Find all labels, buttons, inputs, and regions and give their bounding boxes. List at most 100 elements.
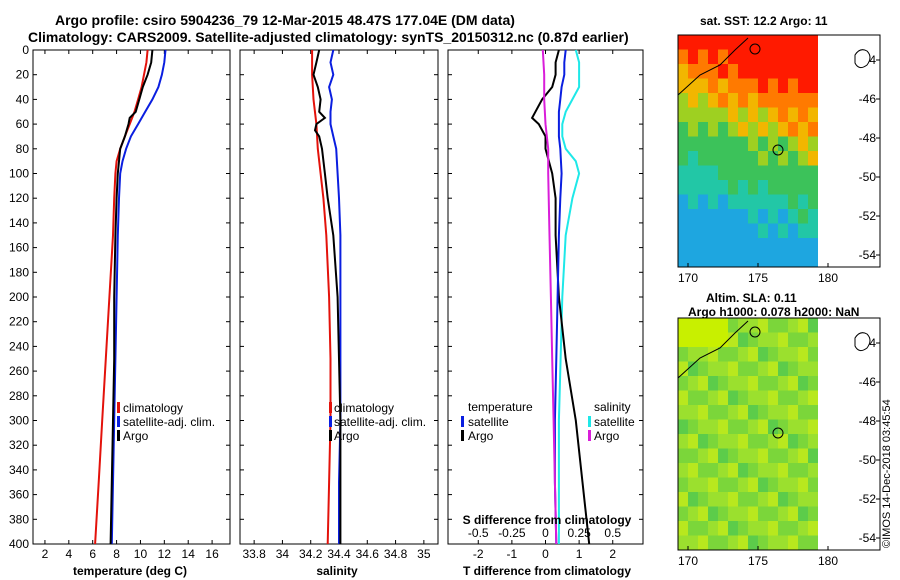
map-cell	[688, 448, 699, 464]
map-cell	[718, 165, 729, 181]
map-cell	[778, 405, 789, 420]
map-cell	[708, 376, 719, 391]
lat-tick-label: -54	[859, 248, 877, 262]
series-line-climatology	[311, 50, 332, 545]
map-cell	[708, 332, 719, 348]
map-cell	[748, 463, 759, 478]
map-cell	[698, 64, 709, 79]
map-cell	[678, 209, 689, 224]
map-cell	[738, 122, 749, 137]
imos-stamp: ©IMOS 14-Dec-2018 03:45:54	[881, 399, 893, 548]
map-cell	[718, 136, 729, 152]
map-cell	[688, 136, 699, 152]
map-cell	[728, 506, 739, 522]
map-cell	[708, 390, 719, 406]
map-cell	[698, 107, 709, 123]
map-cell	[758, 376, 769, 391]
map-cell	[768, 64, 779, 79]
lat-tick-label: -50	[859, 453, 877, 467]
map-cell	[708, 492, 719, 507]
map-cell	[698, 448, 709, 464]
map-cell	[748, 252, 759, 268]
map-cell	[808, 376, 819, 391]
map-cell	[788, 78, 799, 94]
map-cell	[798, 64, 809, 79]
map-cell	[708, 122, 719, 137]
map-cell	[748, 49, 759, 65]
map-cell	[698, 209, 709, 224]
map-cell	[798, 93, 809, 108]
map-cell	[788, 506, 799, 522]
xtick-label: 16	[205, 547, 219, 561]
map-cell	[678, 122, 689, 137]
tdiff-xlabel: T difference from climatology	[463, 564, 631, 578]
map-cell	[778, 390, 789, 406]
map-cell	[718, 49, 729, 65]
map-cell	[778, 252, 789, 268]
ytick-label: 400	[9, 537, 29, 551]
map-cell	[748, 405, 759, 420]
map-cell	[738, 521, 749, 536]
map-cell	[768, 35, 779, 50]
map-cell	[688, 361, 699, 377]
map-cell	[788, 405, 799, 420]
map-cell	[778, 506, 789, 522]
map-cell	[798, 165, 809, 181]
map-cell	[788, 419, 799, 435]
map-cell	[788, 318, 799, 333]
map-cell	[768, 238, 779, 253]
xtick-label: 34.4	[327, 547, 351, 561]
ytick-label: 220	[9, 315, 29, 329]
map-cell	[798, 506, 809, 522]
map-cell	[778, 434, 789, 449]
map-cell	[798, 463, 809, 478]
legend-swatch-t-argo	[461, 430, 464, 441]
map-cell	[678, 477, 689, 493]
map-cell	[678, 332, 689, 348]
map-cell	[698, 361, 709, 377]
lat-tick-label: -52	[859, 492, 877, 506]
map-cell	[708, 419, 719, 435]
map-cell	[778, 165, 789, 181]
ytick-label: 360	[9, 488, 29, 502]
legend-swatch-satellite-2	[329, 416, 332, 427]
lon-tick-label: 170	[678, 271, 698, 285]
map-cell	[688, 376, 699, 391]
map-cell	[758, 463, 769, 478]
map-cell	[758, 361, 769, 377]
map-cell	[718, 238, 729, 253]
map-cell	[788, 448, 799, 464]
map-cell	[718, 318, 729, 333]
map-cell	[708, 318, 719, 333]
map-cell	[678, 506, 689, 522]
map-cell	[758, 492, 769, 507]
map-cell	[718, 419, 729, 435]
map-cell	[768, 492, 779, 507]
map-cell	[778, 93, 789, 108]
title-line-1: Argo profile: csiro 5904236_79 12-Mar-20…	[55, 12, 515, 28]
map-cell	[708, 477, 719, 493]
map-cell	[758, 347, 769, 362]
map-cell	[788, 521, 799, 536]
map-cell	[728, 78, 739, 94]
map-cell	[768, 535, 779, 551]
map-cell	[808, 448, 819, 464]
map-cell	[778, 535, 789, 551]
map-cell	[748, 93, 759, 108]
map-cell	[808, 107, 819, 123]
map-cell	[768, 434, 779, 449]
map-cell	[728, 151, 739, 166]
map-cell	[728, 252, 739, 268]
map-cell	[688, 347, 699, 362]
map-cell	[708, 405, 719, 420]
island-outline	[749, 326, 761, 338]
map-cell	[768, 506, 779, 522]
map-cell	[808, 506, 819, 522]
map-cell	[808, 209, 819, 224]
map-cell	[698, 347, 709, 362]
map-cell	[798, 35, 809, 50]
map-cell	[718, 405, 729, 420]
map-cell	[678, 151, 689, 166]
map-cell	[728, 535, 739, 551]
